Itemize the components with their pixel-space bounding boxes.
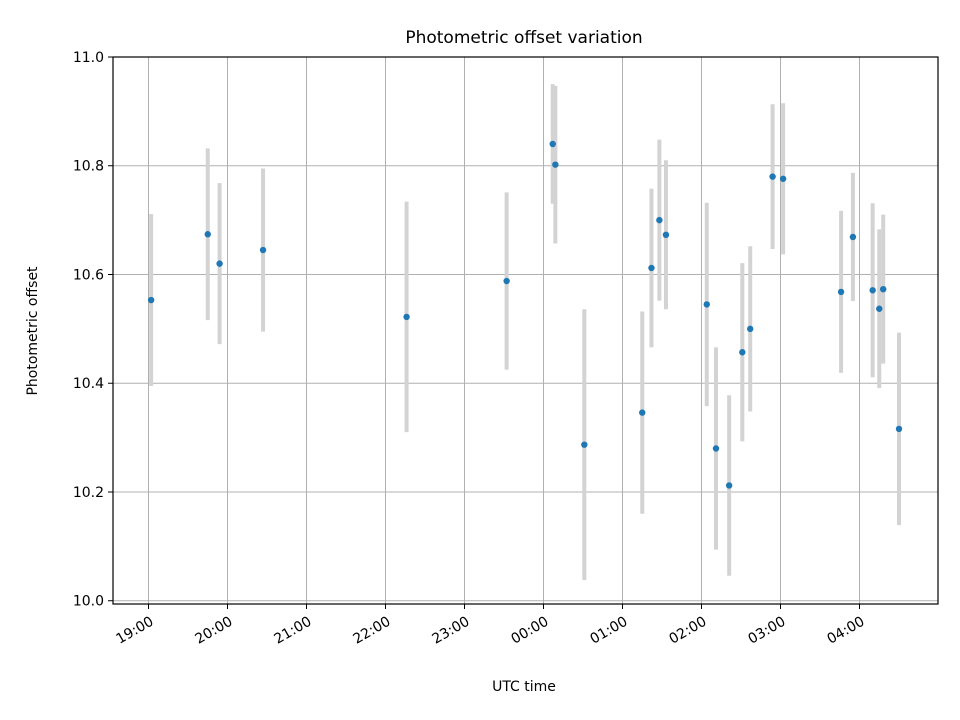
x-tick-label: 04:00 [825,614,868,648]
data-point [837,288,845,296]
y-tick-label: 10.4 [73,376,104,392]
data-point [656,216,663,224]
x-axis-label: UTC time [492,679,556,695]
x-tick-label: 02:00 [667,614,710,648]
x-tick-label: 22:00 [351,614,394,648]
y-tick-label: 10.0 [73,594,104,610]
data-point [552,161,559,168]
error-bars [149,84,901,581]
data-point [779,175,787,182]
data-points [147,140,903,489]
y-tick-label: 10.2 [73,485,104,501]
plot-frame [112,56,939,605]
y-tick-label: 10.8 [73,159,104,175]
x-tick-label: 01:00 [588,614,631,648]
data-point [204,231,211,238]
grid [113,56,938,604]
x-tick-label: 20:00 [193,614,236,648]
data-point [712,445,720,452]
data-point [725,482,733,489]
data-point [639,409,646,416]
data-point [549,140,556,148]
data-point [403,313,410,321]
x-tick-label: 21:00 [272,614,315,648]
data-point [662,231,670,239]
data-point [259,246,267,254]
data-point [895,425,903,433]
x-tick-label: 03:00 [746,614,789,648]
data-point [648,264,655,272]
x-tick-label: 23:00 [430,614,473,648]
y-axis-label: Photometric offset [25,266,41,396]
data-point [147,296,155,304]
data-point [503,277,510,285]
data-point [581,441,588,448]
data-point [849,233,857,241]
data-point [739,349,746,356]
data-point [769,173,776,180]
data-point [869,287,876,294]
data-point [703,301,710,308]
data-point [880,285,887,293]
data-point [747,325,754,333]
data-point [876,305,883,312]
data-point [216,260,223,267]
y-tick-label: 10.6 [73,267,104,283]
y-tick-label: 11.0 [73,50,104,66]
x-tick-label: 19:00 [114,614,157,648]
chart-title: Photometric offset variation [405,28,642,48]
x-tick-label: 00:00 [509,614,552,648]
